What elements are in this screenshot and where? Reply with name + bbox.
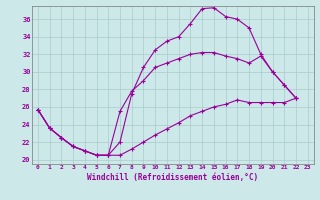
- X-axis label: Windchill (Refroidissement éolien,°C): Windchill (Refroidissement éolien,°C): [87, 173, 258, 182]
